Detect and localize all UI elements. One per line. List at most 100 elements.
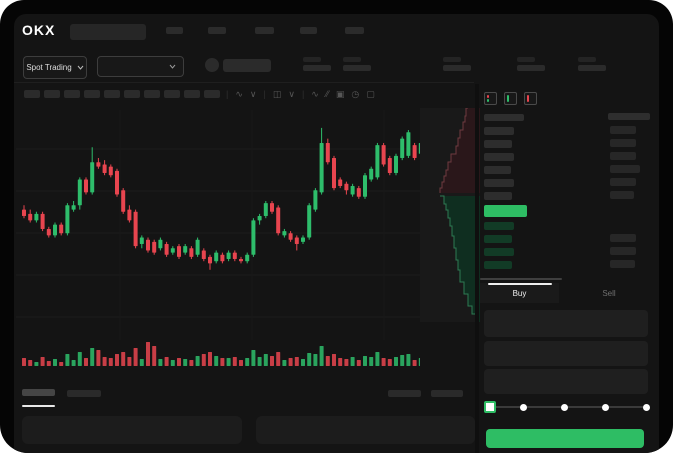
slider-stop-75[interactable] <box>602 404 609 411</box>
timeframe-button-7[interactable] <box>144 90 160 98</box>
column-divider <box>475 84 479 453</box>
ask-amount-placeholder[interactable] <box>610 139 636 147</box>
ask-price-placeholder[interactable] <box>484 127 514 135</box>
ask-amount-placeholder[interactable] <box>610 191 634 199</box>
price-column-header-placeholder <box>484 114 524 121</box>
fullscreen-icon[interactable]: ▢ <box>366 89 375 99</box>
tab-sell-label: Sell <box>602 288 616 298</box>
stat-label-placeholder <box>578 57 596 62</box>
bid-amount-placeholder[interactable] <box>610 260 635 268</box>
tab-buy[interactable]: Buy <box>480 283 559 303</box>
stat-value-placeholder <box>578 65 606 71</box>
history-clock-icon[interactable]: ◷ <box>351 89 360 99</box>
slider-stop-50[interactable] <box>561 404 568 411</box>
ask-price-placeholder[interactable] <box>484 179 514 187</box>
tab-sell[interactable]: Sell <box>559 283 659 303</box>
price-input[interactable] <box>484 310 648 337</box>
okx-logo: OKX <box>22 22 56 38</box>
bid-price-placeholder[interactable] <box>484 235 512 243</box>
depth-chart-panel[interactable] <box>420 107 480 322</box>
okx-trading-app: OKX Spot Trading <box>14 14 659 453</box>
ask-amount-placeholder[interactable] <box>610 126 636 134</box>
section-divider <box>14 82 474 83</box>
timeframe-button-row <box>24 90 220 98</box>
search-input[interactable] <box>70 24 146 40</box>
nav-item-3[interactable] <box>255 27 274 34</box>
nav-item-5[interactable] <box>345 27 364 34</box>
stat-label-placeholder <box>517 57 535 62</box>
orderbook-scrollbar[interactable] <box>480 278 562 280</box>
tab-buy-label: Buy <box>512 288 527 298</box>
timeframe-button-6[interactable] <box>124 90 140 98</box>
nav-item-4[interactable] <box>300 27 317 34</box>
timeframe-button-1[interactable] <box>24 90 40 98</box>
timeframe-button-5[interactable] <box>104 90 120 98</box>
bottom-tab-order-history[interactable] <box>67 390 101 397</box>
stat-label-placeholder <box>443 57 461 62</box>
bid-price-placeholder[interactable] <box>484 261 512 269</box>
bid-price-placeholder[interactable] <box>484 222 514 230</box>
stat-label-placeholder <box>343 57 361 62</box>
compare-icon[interactable]: ⁄⁄ <box>325 89 329 99</box>
buy-button[interactable] <box>486 429 644 448</box>
coin-avatar <box>205 58 219 72</box>
slider-stop-100[interactable] <box>643 404 650 411</box>
toolbar-divider: | <box>226 89 229 99</box>
slider-handle[interactable] <box>484 401 496 413</box>
stat-value-placeholder <box>343 65 371 71</box>
chevron-down-icon <box>169 64 176 69</box>
toolbar-divider: | <box>263 89 266 99</box>
chevron-down-icon[interactable]: ∨ <box>249 89 257 99</box>
orderbook-layout-both-icon[interactable] <box>484 92 497 105</box>
market-type-label: Spot Trading <box>26 63 72 72</box>
ask-amount-placeholder[interactable] <box>610 152 636 160</box>
price-chart-svg <box>16 110 423 366</box>
chart-tool-icon-row: | ∿ ∨ | ◫ ∨ | ∿ ⁄⁄ ▣ ◷ ▢ <box>226 88 375 100</box>
assets-table-placeholder <box>256 416 475 444</box>
ask-amount-placeholder[interactable] <box>610 178 636 186</box>
ask-amount-placeholder[interactable] <box>610 165 640 173</box>
ask-price-placeholder[interactable] <box>484 166 511 174</box>
timeframe-button-3[interactable] <box>64 90 80 98</box>
orderbook-layout-asks-icon[interactable] <box>524 92 537 105</box>
slider-stop-25[interactable] <box>520 404 527 411</box>
orderbook-layout-bids-icon[interactable] <box>504 92 517 105</box>
timeframe-button-4[interactable] <box>84 90 100 98</box>
stat-value-placeholder <box>443 65 471 71</box>
market-type-dropdown[interactable]: Spot Trading <box>23 56 87 79</box>
bottom-action-2[interactable] <box>431 390 463 397</box>
amount-input[interactable] <box>484 341 648 366</box>
pair-name-placeholder <box>223 59 271 72</box>
candle-style-icon[interactable]: ◫ <box>272 89 282 99</box>
nav-item-2[interactable] <box>208 27 226 34</box>
nav-item-1[interactable] <box>166 27 183 34</box>
bottom-tab-open-orders[interactable] <box>22 389 55 396</box>
camera-icon[interactable]: ▣ <box>335 89 345 99</box>
candlestick-chart[interactable] <box>16 110 423 372</box>
bid-amount-placeholder[interactable] <box>610 234 636 242</box>
chevron-down-icon[interactable]: ∨ <box>288 89 295 99</box>
ask-price-placeholder[interactable] <box>484 140 512 148</box>
total-input[interactable] <box>484 369 648 394</box>
ask-price-placeholder[interactable] <box>484 153 514 161</box>
order-book-panel <box>480 88 659 283</box>
last-price-badge[interactable] <box>484 205 527 217</box>
amount-column-header-placeholder <box>608 113 650 120</box>
stat-value-placeholder <box>517 65 545 71</box>
timeframe-button-2[interactable] <box>44 90 60 98</box>
ask-price-placeholder[interactable] <box>484 192 512 200</box>
stat-value-placeholder <box>303 65 331 71</box>
timeframe-button-10[interactable] <box>204 90 220 98</box>
bid-price-placeholder[interactable] <box>484 248 514 256</box>
pair-selector-dropdown[interactable] <box>97 56 184 77</box>
timeframe-button-9[interactable] <box>184 90 200 98</box>
bid-amount-placeholder[interactable] <box>610 247 636 255</box>
trade-form-panel: Buy Sell <box>480 283 659 453</box>
toolbar-divider: | <box>301 89 305 99</box>
timeframe-button-8[interactable] <box>164 90 180 98</box>
bottom-action-1[interactable] <box>388 390 421 397</box>
line-chart-icon[interactable]: ∿ <box>311 89 319 99</box>
indicators-wave-icon[interactable]: ∿ <box>235 89 243 99</box>
